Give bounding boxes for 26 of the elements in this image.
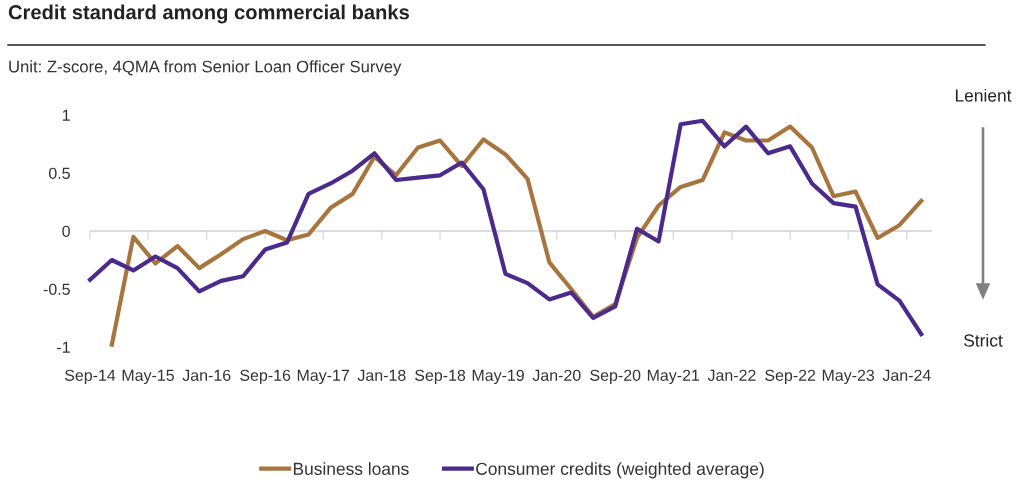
x-tick-label: May-15 xyxy=(122,369,174,385)
y-tick-label: 1 xyxy=(62,109,70,121)
x-tick-label: Sep-18 xyxy=(415,369,466,385)
x-tick-label: Jan-18 xyxy=(357,369,406,381)
chart-subtitle: Unit: Z-score, 4QMA from Senior Loan Officer Survey xyxy=(9,60,402,76)
x-tick-label: May-21 xyxy=(647,369,700,385)
x-tick-label: Sep-22 xyxy=(765,369,816,385)
x-tick-label: Jan-16 xyxy=(182,369,231,381)
x-tick-label: May-17 xyxy=(297,369,349,385)
x-tick-label: Sep-20 xyxy=(590,369,641,385)
x-tick-label: May-23 xyxy=(822,369,875,385)
x-tick-label: Jan-24 xyxy=(882,369,931,381)
x-tick-label: Sep-16 xyxy=(240,369,291,385)
y-tick-label: -0.5 xyxy=(43,283,70,295)
text: Strict xyxy=(964,333,1003,347)
y-tick-label: 0 xyxy=(62,225,70,237)
legend-label: Business loans xyxy=(293,462,409,475)
chart-title: Credit standard among commercial banks xyxy=(8,4,409,24)
x-tick-label: Jan-22 xyxy=(707,369,756,381)
legend-label: Consumer credits (weighted average) xyxy=(476,462,764,479)
x-tick-label: Sep-14 xyxy=(64,369,116,385)
text: Lenient xyxy=(955,88,1012,102)
x-tick-label: Jan-20 xyxy=(532,369,581,381)
y-tick-label: 0.5 xyxy=(48,167,70,179)
x-tick-label: May-19 xyxy=(472,369,524,385)
y-tick-label: -1 xyxy=(57,341,70,353)
